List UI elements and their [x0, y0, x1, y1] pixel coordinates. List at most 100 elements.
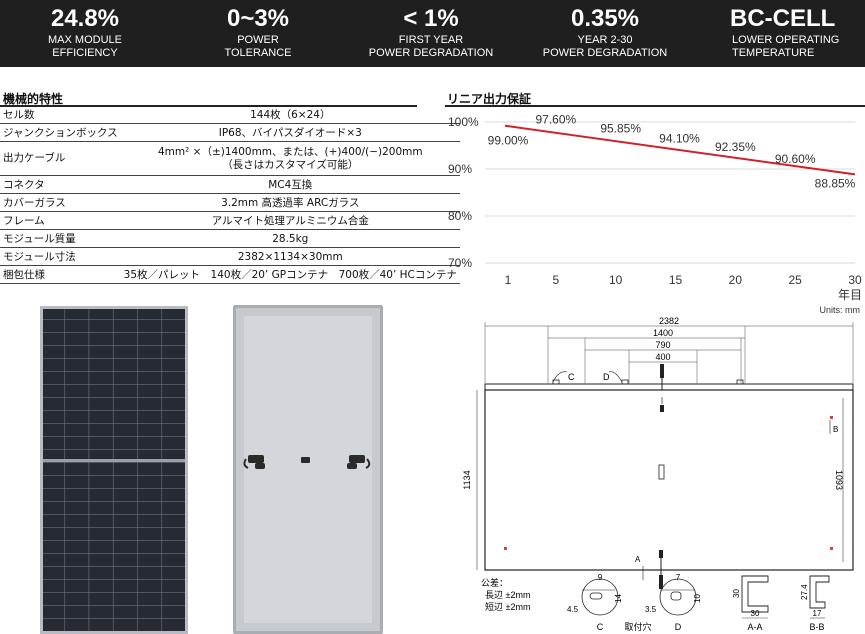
y-tick-label: 70%: [448, 256, 472, 270]
x-tick-label: 20: [729, 273, 743, 287]
mounting-hole-label: 取付穴: [624, 621, 651, 632]
spec-value-line: 4mm² ×（±)1400mm、または、(+)400/(−)200mm: [157, 145, 423, 158]
kpi-annual-degradation: 0.35% YEAR 2-30 POWER DEGRADATION: [530, 4, 680, 60]
data-label: 88.85%: [815, 176, 856, 190]
spec-value: 4mm² ×（±)1400mm、または、(+)400/(−)200mm （長さはカ…: [120, 141, 460, 176]
dim-1134: 1134: [462, 470, 472, 489]
data-label: 99.00%: [488, 134, 529, 148]
spec-value: 35枚／パレット 140枚／20’ GPコンテナ 700枚／40’ HCコンテナ: [120, 265, 460, 284]
kpi-bc-cell: BC-CELL LOWER OPERATING TEMPERATURE: [722, 4, 842, 60]
data-label: 94.10%: [659, 132, 700, 146]
spec-value: アルマイト処理アルミニウム合金: [120, 211, 460, 230]
spec-key: モジュール質量: [0, 229, 121, 248]
dim-2382: 2382: [659, 316, 679, 326]
dim-1093: 1093: [834, 470, 844, 490]
section-b-marker: B: [833, 425, 838, 434]
table-row: コネクタ MC4互換: [0, 175, 460, 194]
specs-title: 機械的特性: [3, 92, 64, 106]
detail-d: 7 10 3.5 D: [645, 573, 702, 632]
spec-value: 28.5kg: [120, 229, 460, 248]
spec-key: フレーム: [0, 211, 121, 230]
data-label: 90.60%: [775, 152, 816, 166]
section-bb-label: B-B: [809, 622, 824, 632]
spec-value: MC4互換: [120, 175, 460, 194]
svg-text:27.4: 27.4: [800, 584, 809, 600]
feature-banner: 24.8% MAX MODULE EFFICIENCY 0~3% POWER T…: [0, 0, 865, 67]
spec-key: モジュール寸法: [0, 247, 121, 266]
spec-value: 3.2mm 高透過率 ARCガラス: [120, 193, 460, 212]
x-axis-label: 年目: [838, 288, 862, 302]
tolerance-long: 長辺 ±2mm: [485, 590, 530, 600]
svg-text:4.5: 4.5: [567, 605, 579, 614]
x-tick-label: 1: [505, 273, 512, 287]
series-line: [504, 124, 856, 176]
svg-text:10: 10: [693, 594, 702, 603]
dim-400: 400: [655, 352, 670, 362]
data-label: 95.85%: [600, 122, 641, 136]
data-label: 97.60%: [536, 112, 577, 126]
spec-key: 梱包仕様: [0, 265, 121, 284]
dimension-drawing: Units: mm 2382 1400 790 400 C D A B 1134…: [462, 305, 860, 632]
table-row: カバーガラス 3.2mm 高透過率 ARCガラス: [0, 193, 460, 212]
kpi-value: 24.8%: [50, 5, 120, 32]
junction-box-left: [243, 455, 265, 469]
detail-c-marker: C: [568, 372, 575, 382]
tolerance-short: 短辺 ±2mm: [485, 601, 530, 612]
junction-box-center: [301, 457, 310, 463]
kpi-label: POWER: [237, 34, 279, 46]
table-row: 梱包仕様 35枚／パレット 140枚／20’ GPコンテナ 700枚／40’ HC…: [0, 265, 460, 284]
dim-1400: 1400: [653, 328, 673, 338]
kpi-tolerance: 0~3% POWER TOLERANCE: [193, 4, 323, 60]
kpi-label: EFFICIENCY: [52, 47, 118, 59]
x-tick-label: 5: [553, 273, 560, 287]
table-row: フレーム アルマイト処理アルミニウム合金: [0, 211, 460, 230]
kpi-first-year: < 1% FIRST YEAR POWER DEGRADATION: [356, 4, 506, 60]
kpi-label: TOLERANCE: [224, 47, 292, 59]
detail-c-label: C: [597, 622, 604, 632]
detail-c: 9 14 4.5 C: [567, 573, 623, 632]
section-a-marker: A: [635, 555, 641, 564]
spec-value-line: （長さはカスタマイズ可能）: [222, 158, 359, 171]
spec-value: IP68、バイパスダイオード×3: [120, 123, 460, 142]
table-row: ジャンクションボックス IP68、バイパスダイオード×3: [0, 123, 460, 142]
svg-text:30: 30: [732, 589, 741, 598]
panel-front-image: [40, 306, 188, 634]
kpi-label: YEAR 2-30: [577, 34, 633, 46]
spec-key: 出力ケーブル: [0, 141, 121, 176]
kpi-label: POWER DEGRADATION: [542, 47, 668, 59]
warranty-chart: 100%90%80%70%1 5 10 15 20 25 30年目99.00%97.60%9…: [448, 112, 862, 302]
module-outline: [484, 389, 854, 571]
table-row: 出力ケーブル 4mm² ×（±)1400mm、または、(+)400/(−)200m…: [0, 141, 460, 176]
panel-back-image: [233, 305, 383, 634]
section-bb: 27.4 17 B-B: [800, 575, 830, 632]
spec-key: ジャンクションボックス: [0, 123, 121, 142]
x-tick-label: 30: [848, 273, 862, 287]
x-tick-label: 25: [788, 273, 802, 287]
specs-table: セル数 144枚（6×24） ジャンクションボックス IP68、バイパスダイオード×…: [0, 106, 460, 284]
section-aa: 30 30 A-A: [732, 575, 769, 632]
dim-790: 790: [655, 340, 670, 350]
spec-key: カバーガラス: [0, 193, 121, 212]
kpi-label: TEMPERATURE: [732, 47, 815, 59]
kpi-label: MAX MODULE: [48, 34, 122, 46]
x-tick-label: 15: [669, 273, 683, 287]
detail-d-label: D: [675, 622, 682, 632]
y-tick-label: 100%: [448, 115, 479, 129]
table-row: セル数 144枚（6×24）: [0, 106, 460, 124]
kpi-value: 0~3%: [226, 5, 290, 32]
svg-text:3.5: 3.5: [645, 605, 657, 614]
svg-text:30: 30: [751, 609, 760, 618]
svg-text:14: 14: [614, 594, 623, 603]
kpi-value: 0.35%: [570, 5, 640, 32]
kpi-label: POWER DEGRADATION: [368, 47, 494, 59]
chart-title-rule: [445, 105, 865, 107]
y-tick-label: 90%: [448, 162, 472, 176]
junction-box-right: [347, 455, 371, 469]
table-row: モジュール質量 28.5kg: [0, 229, 460, 248]
detail-d-marker: D: [603, 372, 610, 382]
data-label: 92.35%: [715, 140, 756, 154]
y-tick-label: 80%: [448, 209, 472, 223]
tolerance-title: 公差：: [481, 577, 508, 588]
kpi-value: < 1%: [403, 5, 459, 32]
spec-key: セル数: [0, 106, 121, 124]
